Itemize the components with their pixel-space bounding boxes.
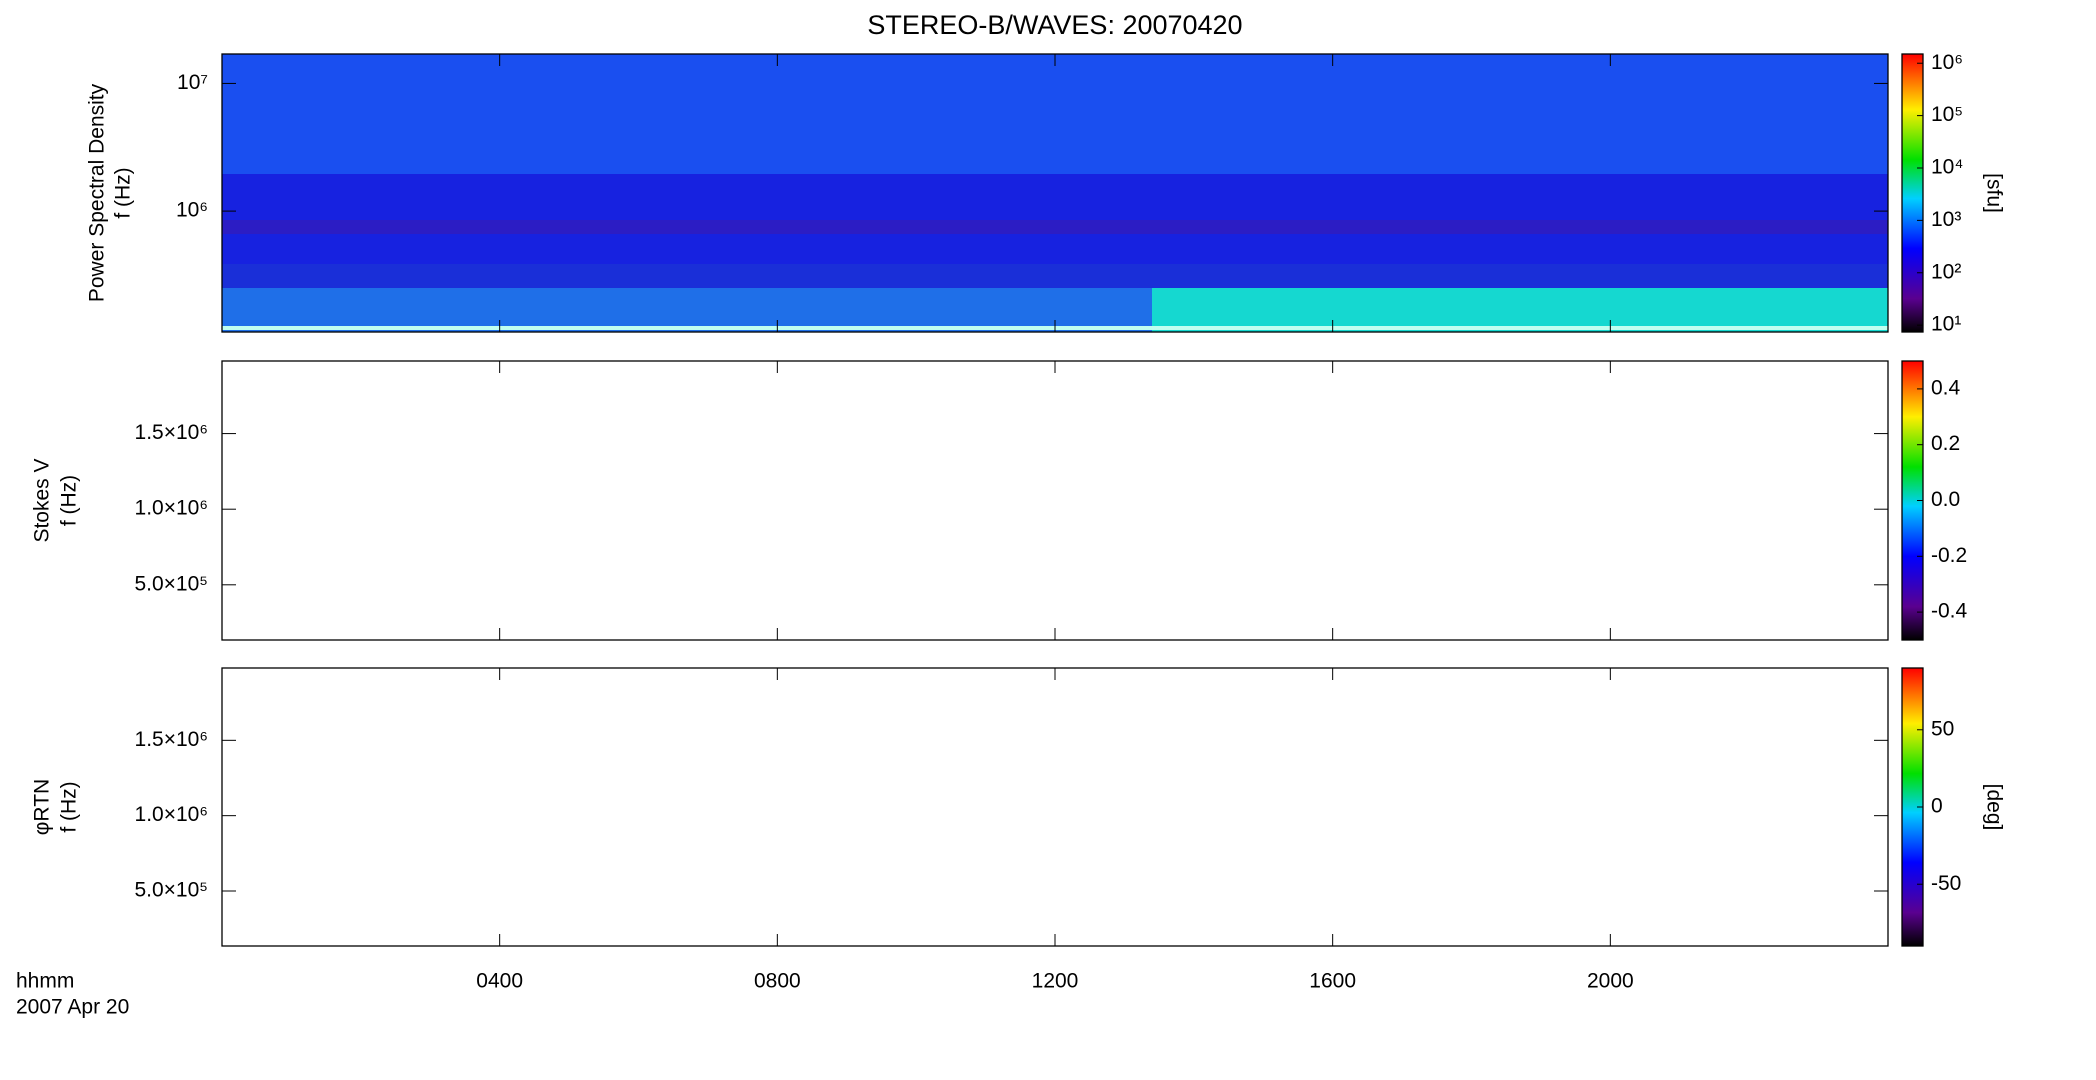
x-tick-label: 0800 — [754, 970, 801, 993]
y-axis-label: Stokes V — [31, 458, 54, 542]
colorbar-tick-label: -0.4 — [1931, 600, 1968, 623]
y-tick-label: 5.0×10⁵ — [134, 572, 208, 595]
colorbar-tick-label: 50 — [1931, 717, 1954, 740]
y-tick-label: 1.5×10⁶ — [135, 421, 208, 444]
colorbar — [1901, 53, 1924, 333]
y-axis-label: φRTN — [31, 779, 54, 835]
colorbar-tick-label: 10¹ — [1931, 313, 1961, 336]
colorbar-tick-label: 10⁶ — [1931, 51, 1963, 74]
x-tick-label: 1600 — [1309, 970, 1356, 993]
colorbar-tick-label: 0.0 — [1931, 488, 1960, 511]
colorbar-tick-label: 10⁴ — [1931, 156, 1963, 179]
x-tick-label: 2000 — [1587, 970, 1634, 993]
y-tick-label: 1.5×10⁶ — [135, 728, 208, 751]
colorbar-tick-label: 0.2 — [1931, 432, 1960, 455]
date-label: 2007 Apr 20 — [16, 996, 129, 1019]
colorbar-label: [deg] — [1982, 784, 2005, 831]
plot-frame — [221, 360, 1889, 641]
x-tick-label: 0400 — [476, 970, 523, 993]
y-axis-label: f (Hz) — [112, 167, 135, 218]
y-tick-label: 10⁷ — [177, 71, 208, 94]
plot-frame — [221, 667, 1889, 947]
y-axis-label: f (Hz) — [58, 781, 81, 832]
colorbar-tick-label: 10³ — [1931, 208, 1961, 231]
y-tick-label: 1.0×10⁶ — [135, 803, 208, 826]
colorbar-tick-label: 10⁵ — [1931, 103, 1963, 126]
y-tick-label: 1.0×10⁶ — [135, 497, 208, 520]
y-tick-label: 10⁶ — [176, 199, 208, 222]
y-tick-label: 5.0×10⁵ — [134, 879, 208, 902]
colorbar-tick-label: 0.4 — [1931, 376, 1961, 399]
x-axis-label: hhmm — [16, 970, 74, 993]
spectrogram-image — [222, 54, 1888, 332]
colorbar-label: [sfu] — [1982, 173, 2005, 213]
x-tick-label: 1200 — [1032, 970, 1079, 993]
colorbar-tick-label: 10² — [1931, 260, 1961, 283]
chart-title: STEREO-B/WAVES: 20070420 — [867, 10, 1242, 40]
colorbar-tick-label: -0.2 — [1931, 544, 1967, 567]
y-axis-label: Power Spectral Density — [86, 83, 109, 302]
colorbar-tick-label: 0 — [1931, 795, 1943, 818]
colorbar-tick-label: -50 — [1931, 872, 1961, 895]
y-axis-label: f (Hz) — [58, 475, 81, 526]
